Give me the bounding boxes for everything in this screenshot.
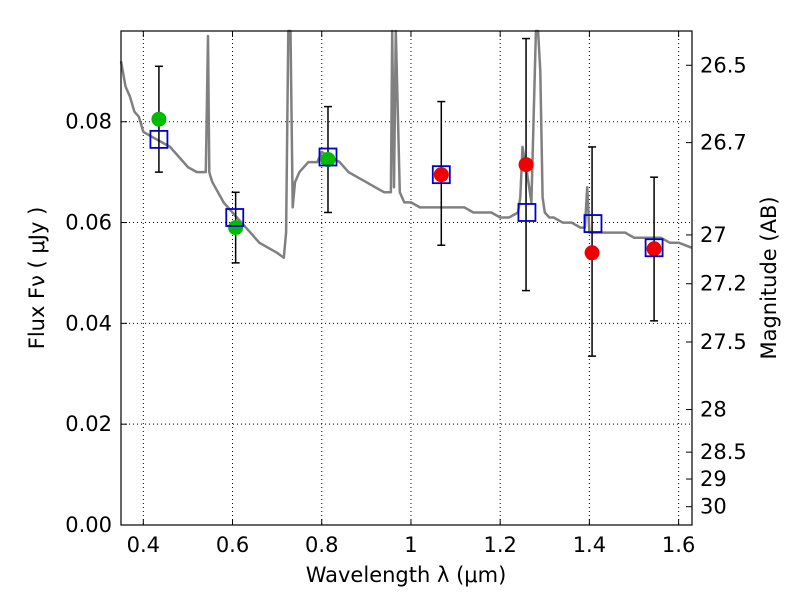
magnitude-tick-label: 29 [700,467,727,491]
x-tick-label: 1.6 [662,533,695,557]
magnitude-tick-label: 27 [700,223,727,247]
red-data-point [646,241,662,257]
magnitude-tick-label: 28 [700,398,727,422]
y-tick-label: 0.08 [65,110,112,134]
model-square-point [318,147,338,167]
y-tick-label: 0.02 [65,412,112,436]
magnitude-tick-label: 26.7 [700,131,747,155]
x-axis-label: Wavelength λ (μm) [306,563,507,587]
y-tick-label: 0.04 [65,311,112,335]
model-square-point [517,203,537,222]
magnitude-axis-ticks: 26.5 26.7 27 27.2 27.5 28 28.5 29 30 [686,53,747,519]
errorbar-layer [154,37,659,357]
x-axis-ticks: 0.4 0.6 0.8 1 1.2 1.4 1.6 [127,31,695,557]
magnitude-tick-label: 28.5 [700,440,747,464]
magnitude-tick-label: 27.5 [700,330,747,354]
green-data-point [320,152,336,168]
x-tick-label: 0.4 [127,533,160,557]
model-square-point [644,238,664,258]
y-axis-label: Flux Fν ( μJy ) [25,207,49,350]
magnitude-tick-label: 27.2 [700,272,747,296]
red-data-point [518,157,534,173]
model-square-point [149,129,169,149]
model-square-point [225,208,245,227]
magnitude-tick-label: 26.5 [700,53,747,77]
x-tick-label: 1.4 [573,533,606,557]
y-tick-label: 0.06 [65,211,112,235]
y-tick-label: 0.00 [65,513,112,537]
plot-frame [120,30,693,526]
x-tick-label: 0.8 [305,533,338,557]
green-data-point [228,220,244,236]
data-points-layer [149,111,664,261]
y-axis-ticks: 0.00 0.02 0.04 0.06 0.08 [65,110,127,537]
red-data-point [433,167,449,183]
model-square-point [583,214,603,233]
green-data-point [151,111,167,127]
magnitude-tick-label: 30 [700,495,727,519]
red-data-point [584,245,600,261]
model-square-point [431,165,451,185]
template-spectrum-line [119,29,693,260]
x-tick-label: 0.6 [216,533,249,557]
x-tick-label: 1.2 [483,533,516,557]
x-tick-label: 1 [404,533,417,557]
magnitude-axis-label: Magnitude (AB) [757,196,781,359]
template-spectrum-layer [119,29,693,260]
